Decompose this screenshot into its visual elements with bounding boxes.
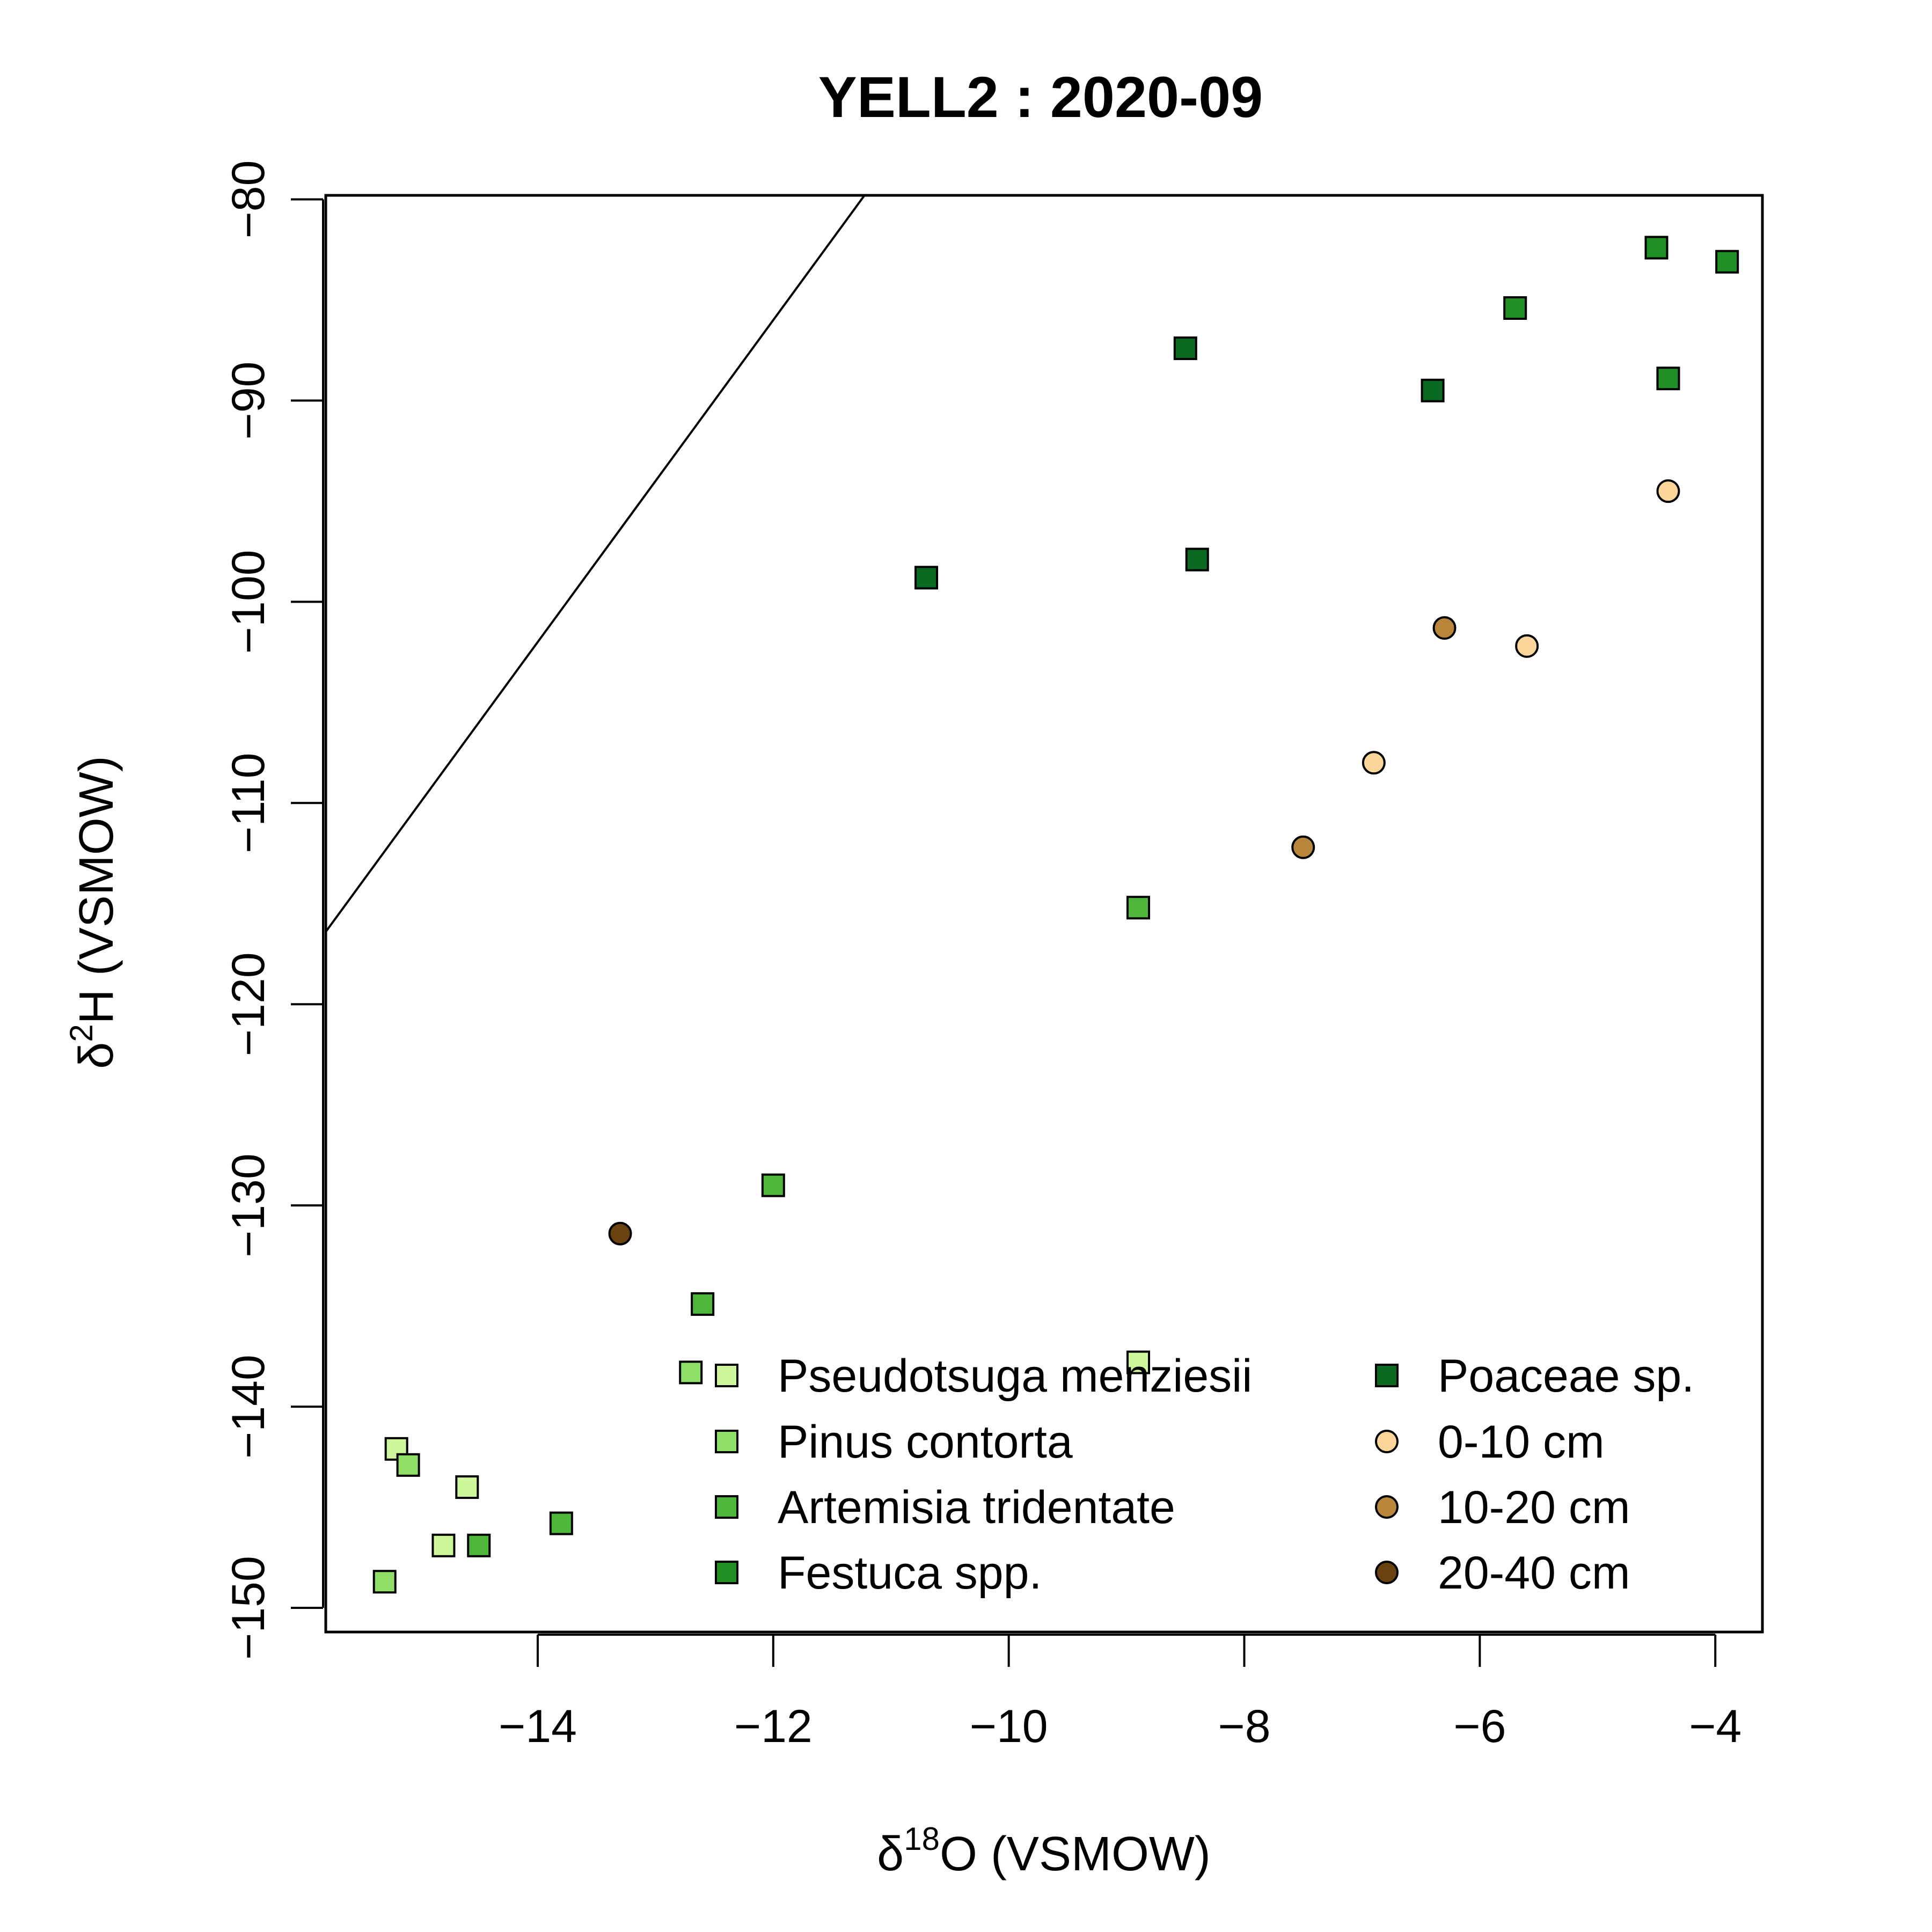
x-tick-label: −10 [970, 1701, 1048, 1752]
y-axis: −150 −140 −130 −120 −110 −100 −90 −80 [223, 160, 324, 1660]
data-point [1421, 378, 1445, 402]
y-tick-label: −120 [223, 952, 274, 1056]
legend: Pseudotsuga menziesii Pinus contorta Artem… [715, 1350, 1694, 1599]
legend-entry: Pseudotsuga menziesii [715, 1350, 1252, 1402]
data-point [761, 1173, 785, 1197]
data-point [1362, 751, 1386, 775]
legend-marker [1375, 1364, 1399, 1387]
legend-label: 20-40 cm [1438, 1547, 1630, 1599]
legend-label: Artemisia tridentate [778, 1482, 1175, 1533]
data-point [1291, 835, 1315, 859]
legend-entry: Pinus contorta [715, 1416, 1073, 1468]
y-tick-label: −140 [223, 1355, 274, 1459]
y-tick-label: −150 [223, 1556, 274, 1660]
legend-marker [715, 1430, 738, 1453]
legend-label: 10-20 cm [1438, 1482, 1630, 1533]
legend-label: Poaceae sp. [1438, 1350, 1694, 1402]
reference-line-layer [326, 195, 866, 933]
data-point [1126, 896, 1151, 920]
y-tick-label: −130 [223, 1153, 274, 1257]
legend-label: 0-10 cm [1438, 1416, 1605, 1468]
data-point [1432, 616, 1457, 640]
data-point [549, 1511, 573, 1535]
legend-entry: Poaceae sp. [1375, 1350, 1694, 1402]
data-point [455, 1475, 479, 1499]
x-tick-label: −12 [734, 1701, 813, 1752]
legend-entry: Festuca spp. [715, 1547, 1042, 1599]
legend-entry: 0-10 cm [1375, 1416, 1605, 1468]
data-point [679, 1360, 703, 1385]
y-tick-label: −100 [223, 550, 274, 654]
data-point [372, 1570, 397, 1594]
y-tick-label: −90 [223, 361, 274, 440]
data-point [1126, 1350, 1151, 1374]
data-point [608, 1221, 632, 1246]
data-point [691, 1292, 715, 1316]
legend-marker [1375, 1561, 1399, 1584]
data-point [396, 1453, 420, 1477]
data-point [431, 1533, 456, 1557]
chart-title: YELL2 : 2020-09 [818, 64, 1263, 129]
data-point [1644, 236, 1668, 260]
data-point [467, 1533, 491, 1557]
legend-marker [715, 1561, 738, 1584]
y-tick-label: −110 [223, 753, 274, 853]
data-point [1515, 634, 1539, 658]
x-axis-label: δ18O (VSMOW) [877, 1821, 1211, 1881]
reference-line [326, 195, 866, 933]
x-axis: −14 −12 −10 −8 −6 −4 [499, 1634, 1741, 1752]
data-point [1656, 367, 1680, 391]
data-point [914, 566, 939, 590]
plot-frame [324, 194, 1764, 1634]
legend-entry: 20-40 cm [1375, 1547, 1630, 1599]
legend-entry: Artemisia tridentate [715, 1482, 1175, 1533]
data-point [1656, 479, 1680, 503]
legend-marker [1375, 1430, 1399, 1453]
y-axis-label: δ2H (VSMOW) [63, 756, 123, 1069]
data-point [1715, 250, 1739, 274]
x-tick-label: −4 [1689, 1701, 1741, 1752]
data-point [1185, 547, 1209, 572]
legend-label: Festuca spp. [778, 1547, 1042, 1599]
legend-marker [1375, 1495, 1399, 1519]
legend-marker [715, 1495, 738, 1519]
x-tick-label: −8 [1218, 1701, 1270, 1752]
legend-marker [715, 1364, 738, 1387]
x-tick-label: −6 [1453, 1701, 1506, 1752]
legend-entry: 10-20 cm [1375, 1482, 1630, 1533]
legend-label: Pseudotsuga menziesii [778, 1350, 1252, 1402]
legend-label: Pinus contorta [778, 1416, 1073, 1468]
data-points-layer [372, 236, 1739, 1594]
y-tick-label: −80 [223, 160, 274, 239]
x-tick-label: −14 [499, 1701, 577, 1752]
data-point [1503, 296, 1527, 320]
data-point [1173, 336, 1197, 360]
